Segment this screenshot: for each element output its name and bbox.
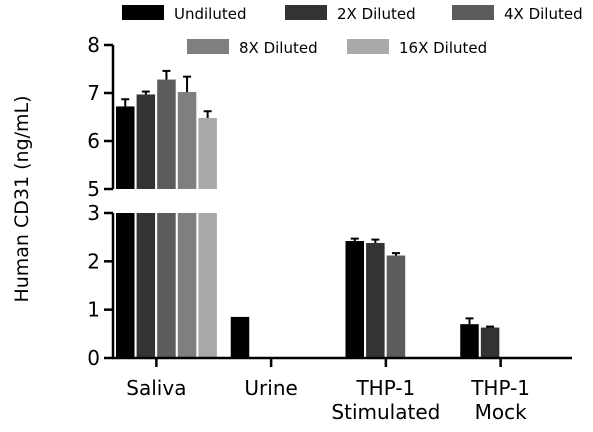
bar [345, 241, 364, 358]
y-tick-label: 7 [87, 81, 100, 105]
y-tick-label: 3 [87, 201, 100, 225]
legend-label: 8X Diluted [239, 39, 318, 57]
legend-label: 16X Diluted [399, 39, 487, 57]
bar [366, 242, 385, 358]
legend-label: 2X Diluted [337, 5, 416, 23]
x-tick-label: Saliva [126, 376, 186, 400]
legend-swatch [347, 39, 389, 54]
y-tick-label: 2 [87, 249, 100, 273]
bar [177, 92, 197, 189]
bar [230, 316, 250, 358]
x-tick-label: THP-1 [355, 376, 415, 400]
bar [136, 94, 156, 189]
legend-swatch [187, 39, 229, 54]
bar [460, 324, 479, 358]
bar [116, 213, 135, 358]
y-tick-label: 5 [87, 177, 100, 201]
x-tick-label: THP-1 [470, 376, 530, 400]
legend-swatch [122, 5, 164, 20]
x-tick-label: Urine [244, 376, 297, 400]
legend-swatch [285, 5, 327, 20]
bar [116, 106, 135, 189]
bar [198, 213, 217, 358]
bars-group [116, 69, 500, 358]
legend-label: Undiluted [174, 5, 246, 23]
y-tick-label: 1 [87, 298, 100, 322]
bar [177, 213, 197, 358]
bar [480, 327, 500, 358]
y-tick-label: 0 [87, 346, 100, 370]
y-axis-label: Human CD31 (ng/mL) [11, 95, 33, 302]
x-tick-label: Mock [475, 400, 527, 424]
y-tick-label: 8 [87, 33, 100, 57]
legend-label: 4X Diluted [504, 5, 583, 23]
bar [136, 213, 156, 358]
axis-break-gap [101, 190, 221, 212]
bar [157, 213, 176, 358]
bar [157, 79, 176, 189]
legend: Undiluted 2X Diluted 4X Diluted 8X Diluted 1… [122, 5, 583, 57]
y-tick-label: 6 [87, 129, 100, 153]
legend-swatch [452, 5, 494, 20]
x-tick-label: Stimulated [331, 400, 440, 424]
bar [386, 255, 406, 358]
bar [198, 117, 217, 189]
